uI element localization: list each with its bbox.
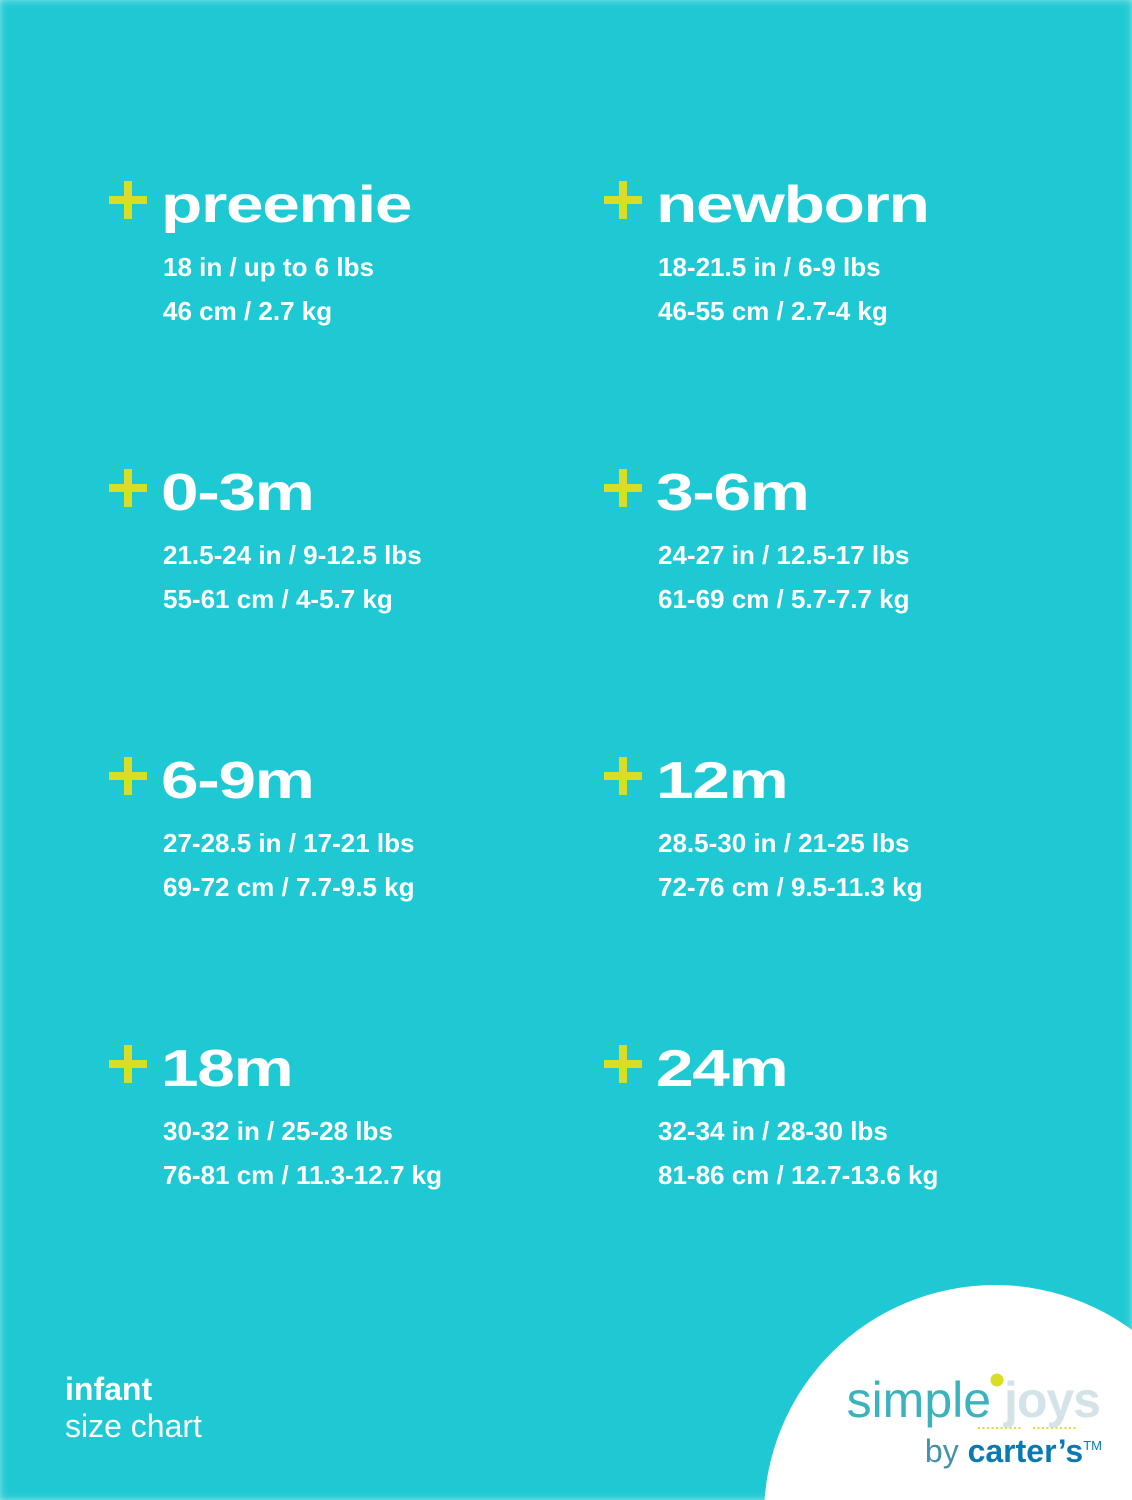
svg-text:simple joys: simple joys <box>847 1372 1100 1428</box>
svg-text:by carter’sTM: by carter’sTM <box>925 1433 1102 1469</box>
